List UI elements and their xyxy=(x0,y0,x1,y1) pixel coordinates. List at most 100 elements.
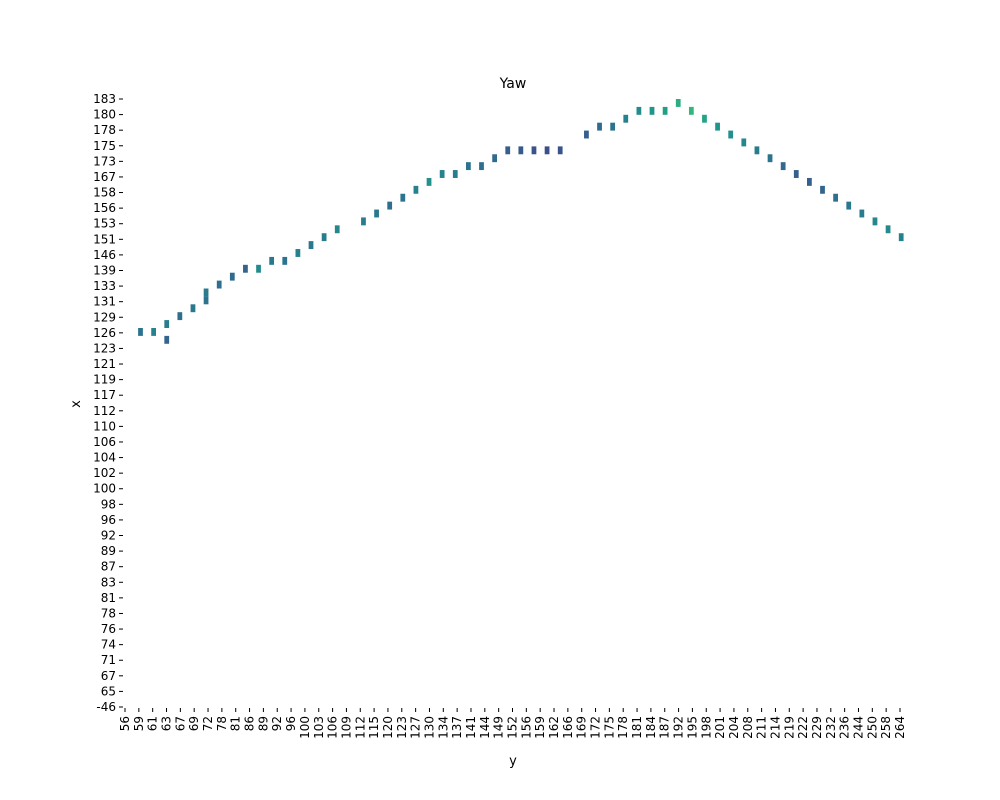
y-tick-label: 173 xyxy=(93,154,116,168)
heatmap-cell xyxy=(295,249,301,257)
x-tick-label: 169 xyxy=(575,716,589,739)
x-tick-label: 59 xyxy=(132,716,146,731)
x-tick-label: 159 xyxy=(533,716,547,739)
heatmap-cell xyxy=(597,122,602,131)
y-tick-label: -46 xyxy=(96,700,116,714)
heatmap-cell xyxy=(374,209,379,218)
heatmap-cell xyxy=(610,122,616,131)
y-tick-label: 100 xyxy=(93,482,116,496)
x-tick-label: 130 xyxy=(422,716,436,739)
heatmap-cell xyxy=(492,154,497,163)
heatmap-cell xyxy=(138,327,143,336)
y-tick-label: 139 xyxy=(93,263,116,277)
y-tick-label: 104 xyxy=(93,451,116,465)
y-tick-label: 167 xyxy=(93,170,116,184)
x-tick-label: 192 xyxy=(672,716,686,739)
y-tick-label: 123 xyxy=(93,341,116,355)
x-tick-label: 250 xyxy=(865,716,879,739)
y-axis-label: x xyxy=(69,400,84,408)
y-tick-label: 121 xyxy=(93,357,116,371)
heatmap-cell xyxy=(846,201,852,210)
heatmap-cell xyxy=(479,162,484,171)
heatmap-cell xyxy=(229,272,235,281)
x-tick-label: 211 xyxy=(755,716,769,739)
y-tick-label: 78 xyxy=(101,606,116,620)
x-tick-label: 115 xyxy=(367,716,381,739)
heatmap-cell xyxy=(662,106,668,115)
x-tick-label: 144 xyxy=(478,716,492,739)
x-tick-label: 187 xyxy=(658,716,672,739)
y-tick-label: 131 xyxy=(93,295,116,309)
x-tick-label: 219 xyxy=(782,716,796,739)
y-tick-label: 67 xyxy=(101,669,116,683)
y-tick-label: 83 xyxy=(101,575,116,589)
y-tick-label: 156 xyxy=(93,201,116,215)
y-tick-label: 133 xyxy=(93,279,116,293)
y-tick-label: 175 xyxy=(93,139,116,153)
heatmap-cell xyxy=(531,146,537,155)
x-tick-label: 236 xyxy=(838,716,852,739)
heatmap-cell xyxy=(439,170,445,178)
y-tick-label: 65 xyxy=(101,684,116,698)
x-axis-ticks: 56 59 61 63 67 69 72 78 81 86 89 92 96 100 103 106 109 11… xyxy=(118,708,907,739)
x-tick-label: 61 xyxy=(146,716,160,731)
heatmap-cell xyxy=(820,185,825,194)
x-tick-label: 204 xyxy=(727,716,741,739)
heatmap-cell xyxy=(807,177,812,186)
x-tick-label: 198 xyxy=(699,716,713,739)
heatmap-cell xyxy=(675,99,681,107)
x-tick-label: 214 xyxy=(768,716,782,739)
heatmap-cell xyxy=(151,327,156,336)
x-tick-label: 141 xyxy=(464,716,478,739)
heatmap-cell xyxy=(767,154,773,163)
heatmap-cell xyxy=(321,233,327,242)
x-tick-label: 156 xyxy=(519,716,533,739)
heatmap-cell xyxy=(623,114,629,123)
y-tick-label: 158 xyxy=(93,186,116,200)
x-tick-label: 195 xyxy=(685,716,699,739)
heatmap-cell xyxy=(898,233,904,242)
y-tick-label: 153 xyxy=(93,217,116,231)
x-tick-label: 137 xyxy=(450,716,464,739)
heatmap-cell xyxy=(715,122,720,131)
x-tick-label: 184 xyxy=(644,716,658,739)
y-tick-label: 119 xyxy=(93,373,116,387)
heatmap-cell xyxy=(505,146,511,155)
x-tick-label: 222 xyxy=(796,716,810,739)
y-tick-label: 81 xyxy=(101,591,116,605)
x-tick-label: 103 xyxy=(312,716,326,739)
heatmap-cell xyxy=(203,296,209,305)
x-tick-label: 109 xyxy=(339,716,353,739)
x-tick-label: 244 xyxy=(851,716,865,739)
heatmap-cell xyxy=(872,217,878,226)
x-tick-label: 120 xyxy=(381,716,395,739)
x-tick-label: 106 xyxy=(326,716,340,739)
x-tick-label: 81 xyxy=(229,716,243,731)
heatmap-cell xyxy=(203,288,209,297)
y-tick-label: 110 xyxy=(93,419,116,433)
y-tick-label: 76 xyxy=(101,622,116,636)
heatmap-cell xyxy=(636,106,642,115)
heatmap-cell xyxy=(544,146,550,155)
heatmap-cell xyxy=(557,146,563,155)
y-tick-label: 146 xyxy=(93,248,116,262)
heatmap-cell xyxy=(361,217,366,226)
y-tick-label: 180 xyxy=(93,108,116,122)
x-tick-label: 178 xyxy=(616,716,630,739)
y-tick-label: 178 xyxy=(93,123,116,137)
heatmap-cell xyxy=(833,193,838,202)
heatmap-cell xyxy=(387,201,393,210)
heatmap-cell xyxy=(243,264,248,273)
heatmap-cell xyxy=(256,264,261,273)
x-tick-label: 96 xyxy=(284,716,298,731)
heatmap-cell xyxy=(649,106,655,115)
y-tick-label: 71 xyxy=(101,653,116,667)
x-tick-label: 258 xyxy=(879,716,893,739)
x-tick-label: 56 xyxy=(118,716,132,731)
heatmap-cell xyxy=(282,256,288,265)
y-tick-label: 183 xyxy=(93,92,116,106)
x-tick-label: 67 xyxy=(173,716,187,731)
x-tick-label: 63 xyxy=(160,716,174,731)
